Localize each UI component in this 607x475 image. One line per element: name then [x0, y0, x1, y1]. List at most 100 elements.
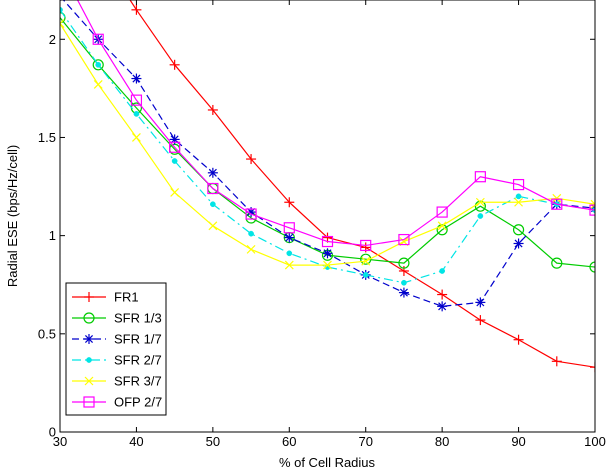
data-point-sfr-1-7 [475, 297, 486, 308]
x-tick-label: 40 [129, 434, 143, 449]
data-point-sfr-2-7 [171, 158, 178, 164]
legend-label: SFR 1/7 [114, 332, 162, 347]
series-line-sfr-2-7 [60, 9, 595, 284]
legend-label: FR1 [114, 290, 139, 305]
data-point-fr1 [131, 4, 142, 15]
legend-marker [84, 292, 94, 302]
data-point-fr1 [475, 315, 486, 326]
x-axis-title: % of Cell Radius [279, 455, 376, 470]
data-point-fr1 [207, 104, 218, 115]
data-point-sfr-3-7 [323, 260, 332, 270]
data-point-sfr-3-7 [514, 197, 523, 207]
data-point-sfr-2-7 [210, 201, 216, 208]
legend-item-sfr-3-7: SFR 3/7 [72, 374, 162, 389]
data-point-sfr-3-7 [284, 260, 294, 270]
legend-label: OFP 2/7 [114, 395, 162, 410]
data-point-sfr-1-3 [589, 261, 595, 273]
y-tick-label: 0.5 [38, 326, 56, 341]
data-point-ofp-2-7 [92, 33, 104, 45]
x-tick-label: 60 [282, 434, 296, 449]
legend-marker [84, 334, 94, 344]
legend-marker [83, 396, 95, 408]
series-line-ofp-2-7 [76, 0, 595, 247]
series-layer [60, 0, 595, 373]
data-point-ofp-2-7 [169, 141, 181, 153]
data-point-ofp-2-7 [130, 94, 143, 106]
y-axis-title: Radial ESE (bps/Hz/cell) [5, 145, 20, 287]
data-point-sfr-1-7 [131, 73, 142, 84]
series-sfr-3-7 [60, 19, 595, 270]
data-point-sfr-2-7 [95, 61, 102, 68]
data-point-sfr-1-7 [437, 301, 448, 312]
data-point-sfr-2-7 [286, 250, 293, 257]
data-point-sfr-2-7 [477, 213, 484, 219]
data-point-sfr-3-7 [361, 256, 371, 266]
data-point-sfr-1-7 [284, 232, 295, 243]
data-point-sfr-3-7 [93, 80, 103, 89]
legend-label: SFR 2/7 [114, 353, 162, 368]
data-point-sfr-2-7 [362, 272, 369, 278]
y-tick-label: 1 [49, 228, 56, 243]
data-point-sfr-1-3 [60, 12, 66, 24]
data-point-ofp-2-7 [589, 204, 595, 216]
data-point-sfr-1-7 [207, 167, 218, 178]
y-tick-label: 0 [49, 425, 56, 440]
data-point-sfr-1-7 [398, 287, 409, 298]
legend-marker [86, 357, 92, 363]
data-point-ofp-2-7 [321, 235, 334, 248]
data-point-ofp-2-7 [245, 208, 257, 220]
x-tick-label: 50 [206, 434, 220, 449]
data-point-sfr-1-7 [513, 238, 524, 249]
data-point-sfr-2-7 [439, 268, 445, 274]
y-tick-label: 2 [49, 32, 56, 47]
data-point-sfr-1-3 [551, 257, 563, 269]
legend-item-ofp-2-7: OFP 2/7 [72, 395, 162, 410]
data-point-fr1 [513, 334, 524, 345]
x-tick-label: 100 [584, 434, 606, 449]
series-ofp-2-7 [76, 0, 595, 252]
data-point-fr1 [284, 197, 295, 208]
legend-box [65, 282, 167, 416]
x-tick-label: 70 [358, 434, 372, 449]
data-point-sfr-3-7 [170, 188, 180, 197]
data-point-sfr-1-7 [322, 248, 333, 259]
legend-label: SFR 1/3 [114, 311, 162, 326]
legend-label: SFR 3/7 [114, 374, 162, 389]
data-point-sfr-2-7 [401, 279, 407, 286]
legend: FR1 SFR 1/3 SFR 1/7 SFR 2/7 SFR 3/7 OFP 2/7 [65, 282, 167, 416]
legend-item-sfr-2-7: SFR 2/7 [72, 353, 162, 368]
data-point-sfr-2-7 [133, 111, 140, 117]
data-point-fr1 [246, 154, 257, 165]
x-tick-label: 90 [511, 434, 525, 449]
data-point-sfr-3-7 [437, 221, 447, 231]
data-point-ofp-2-7 [551, 198, 563, 210]
data-point-sfr-3-7 [475, 197, 485, 207]
legend-marker [84, 376, 94, 386]
x-tick-label: 80 [435, 434, 449, 449]
data-point-ofp-2-7 [283, 222, 295, 234]
data-point-ofp-2-7 [474, 171, 486, 183]
data-point-ofp-2-7 [207, 182, 219, 195]
data-point-fr1 [169, 59, 180, 70]
data-point-ofp-2-7 [436, 206, 448, 218]
data-point-sfr-3-7 [590, 199, 595, 209]
data-point-sfr-2-7 [248, 230, 254, 237]
legend-item-fr1: FR1 [72, 290, 139, 305]
data-point-ofp-2-7 [360, 239, 372, 252]
data-point-sfr-3-7 [208, 221, 218, 231]
data-point-fr1 [437, 289, 448, 300]
data-point-fr1 [551, 356, 562, 367]
data-point-ofp-2-7 [512, 178, 525, 191]
series-fr1 [129, 0, 595, 373]
data-point-sfr-1-3 [436, 224, 448, 236]
legend-item-sfr-1-3: SFR 1/3 [72, 311, 162, 326]
axes-box [59, 0, 596, 433]
data-point-sfr-3-7 [60, 19, 65, 28]
legend-marker [83, 312, 95, 324]
legend-item-sfr-1-7: SFR 1/7 [72, 332, 162, 347]
data-point-sfr-3-7 [246, 244, 256, 254]
axes-layer: 30 40 50 60 70 80 90 100 0 0.5 1 1.5 2 [38, 0, 606, 449]
data-point-sfr-1-3 [92, 59, 104, 71]
data-point-sfr-1-3 [512, 224, 525, 236]
